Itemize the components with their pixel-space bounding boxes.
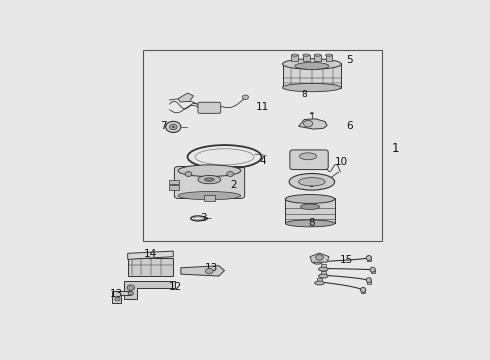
Bar: [371, 270, 374, 273]
Circle shape: [316, 255, 323, 260]
Bar: [143, 50, 382, 242]
Text: 8: 8: [309, 218, 315, 228]
Text: 15: 15: [340, 255, 353, 265]
Ellipse shape: [292, 54, 298, 56]
Text: 1: 1: [392, 142, 399, 155]
Circle shape: [172, 126, 174, 128]
Text: 11: 11: [256, 102, 269, 112]
Ellipse shape: [285, 220, 335, 227]
Polygon shape: [298, 119, 327, 129]
Bar: [321, 271, 325, 276]
Bar: [325, 55, 332, 61]
FancyBboxPatch shape: [128, 258, 173, 276]
Ellipse shape: [310, 113, 314, 114]
Bar: [314, 55, 321, 61]
Circle shape: [185, 172, 192, 176]
Ellipse shape: [303, 54, 310, 56]
FancyBboxPatch shape: [198, 102, 220, 113]
Circle shape: [205, 217, 208, 220]
Ellipse shape: [295, 63, 329, 69]
Polygon shape: [128, 251, 173, 260]
Ellipse shape: [325, 54, 332, 56]
Ellipse shape: [298, 177, 325, 186]
Bar: [317, 278, 322, 283]
Bar: [170, 180, 179, 184]
Text: 4: 4: [259, 156, 266, 166]
Bar: [361, 290, 365, 293]
Text: 3: 3: [200, 213, 207, 224]
Ellipse shape: [318, 267, 328, 271]
Text: 9: 9: [309, 179, 315, 189]
Ellipse shape: [314, 54, 321, 56]
Text: 5: 5: [346, 55, 353, 65]
Ellipse shape: [315, 281, 324, 285]
Bar: [315, 257, 320, 262]
Circle shape: [170, 124, 177, 130]
Ellipse shape: [318, 274, 328, 278]
Text: 14: 14: [144, 249, 157, 259]
Circle shape: [128, 291, 133, 295]
Bar: [321, 264, 325, 269]
Bar: [170, 185, 179, 190]
Bar: [367, 280, 371, 284]
Ellipse shape: [370, 267, 375, 272]
Text: 7: 7: [160, 121, 167, 131]
Text: 8: 8: [301, 90, 307, 99]
Bar: [204, 195, 215, 201]
Ellipse shape: [198, 175, 220, 184]
Bar: [292, 55, 298, 61]
Circle shape: [243, 95, 248, 99]
Polygon shape: [310, 253, 329, 262]
Text: 13: 13: [110, 289, 123, 300]
Bar: [367, 258, 371, 261]
Text: 13: 13: [205, 263, 218, 273]
Circle shape: [227, 172, 234, 176]
FancyBboxPatch shape: [174, 167, 245, 198]
FancyBboxPatch shape: [283, 63, 341, 87]
Circle shape: [115, 297, 120, 301]
Ellipse shape: [178, 165, 241, 176]
Circle shape: [206, 268, 213, 274]
Ellipse shape: [282, 59, 342, 69]
Bar: [303, 55, 310, 61]
Polygon shape: [178, 93, 194, 102]
Ellipse shape: [313, 260, 322, 264]
Circle shape: [166, 121, 181, 132]
Circle shape: [303, 120, 313, 127]
Text: 6: 6: [346, 121, 353, 131]
Polygon shape: [181, 266, 224, 276]
Ellipse shape: [366, 256, 371, 261]
FancyBboxPatch shape: [290, 150, 328, 170]
Ellipse shape: [366, 278, 371, 283]
Polygon shape: [124, 281, 175, 299]
Text: 2: 2: [231, 180, 237, 190]
Ellipse shape: [282, 84, 342, 92]
Text: 12: 12: [169, 282, 182, 292]
Ellipse shape: [205, 178, 214, 181]
Ellipse shape: [285, 194, 335, 203]
Ellipse shape: [300, 204, 319, 210]
Ellipse shape: [361, 287, 366, 292]
Ellipse shape: [299, 153, 317, 160]
Circle shape: [127, 285, 135, 291]
FancyBboxPatch shape: [285, 198, 335, 223]
Polygon shape: [112, 291, 131, 303]
Ellipse shape: [289, 174, 335, 190]
Text: 10: 10: [335, 157, 348, 167]
Ellipse shape: [178, 192, 241, 200]
